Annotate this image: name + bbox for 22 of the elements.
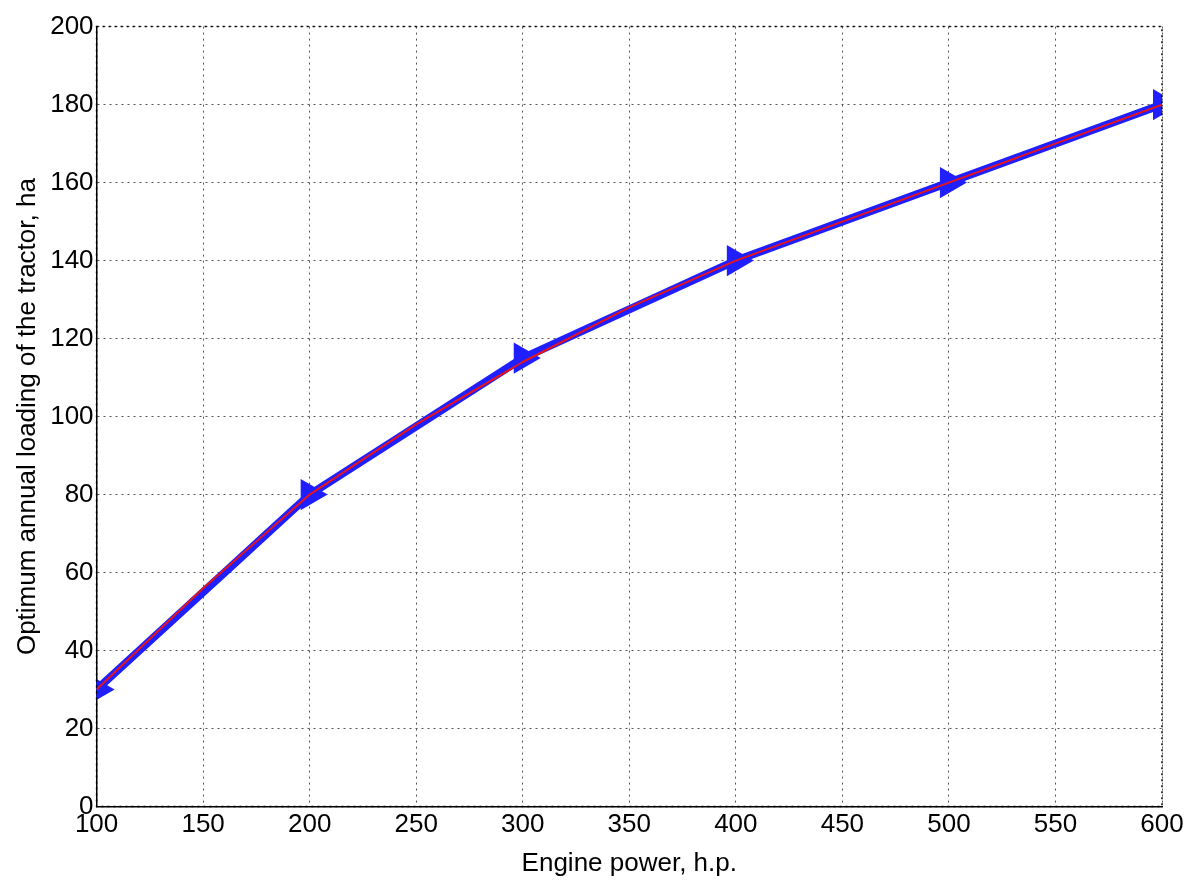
x-tick-label: 450 [820, 808, 865, 839]
y-tick-label: 160 [50, 165, 94, 196]
x-tick-label: 200 [287, 808, 332, 839]
x-tick-label: 300 [501, 808, 545, 839]
x-tick-label: 600 [1140, 808, 1184, 839]
y-tick-label: 80 [64, 477, 94, 508]
x-tick-label: 500 [927, 808, 971, 839]
x-axis-title: Engine power, h.p. [521, 846, 737, 877]
y-axis-title: Optimum annual loading of the tractor, ha [10, 177, 41, 656]
y-tick-label: 180 [50, 87, 94, 118]
y-tick-label: 40 [64, 633, 94, 664]
x-tick-label: 350 [607, 808, 651, 839]
y-tick-label: 60 [64, 555, 94, 586]
y-tick-label: 200 [50, 9, 94, 40]
x-tick-label: 250 [394, 808, 438, 839]
y-tick-label: 140 [50, 243, 94, 274]
x-tick-label: 150 [181, 808, 225, 839]
y-tick-label: 20 [64, 711, 94, 742]
x-tick-label: 400 [714, 808, 758, 839]
y-tick-label: 100 [50, 399, 94, 430]
y-tick-label: 120 [50, 321, 94, 352]
x-tick-label: 550 [1033, 808, 1078, 839]
